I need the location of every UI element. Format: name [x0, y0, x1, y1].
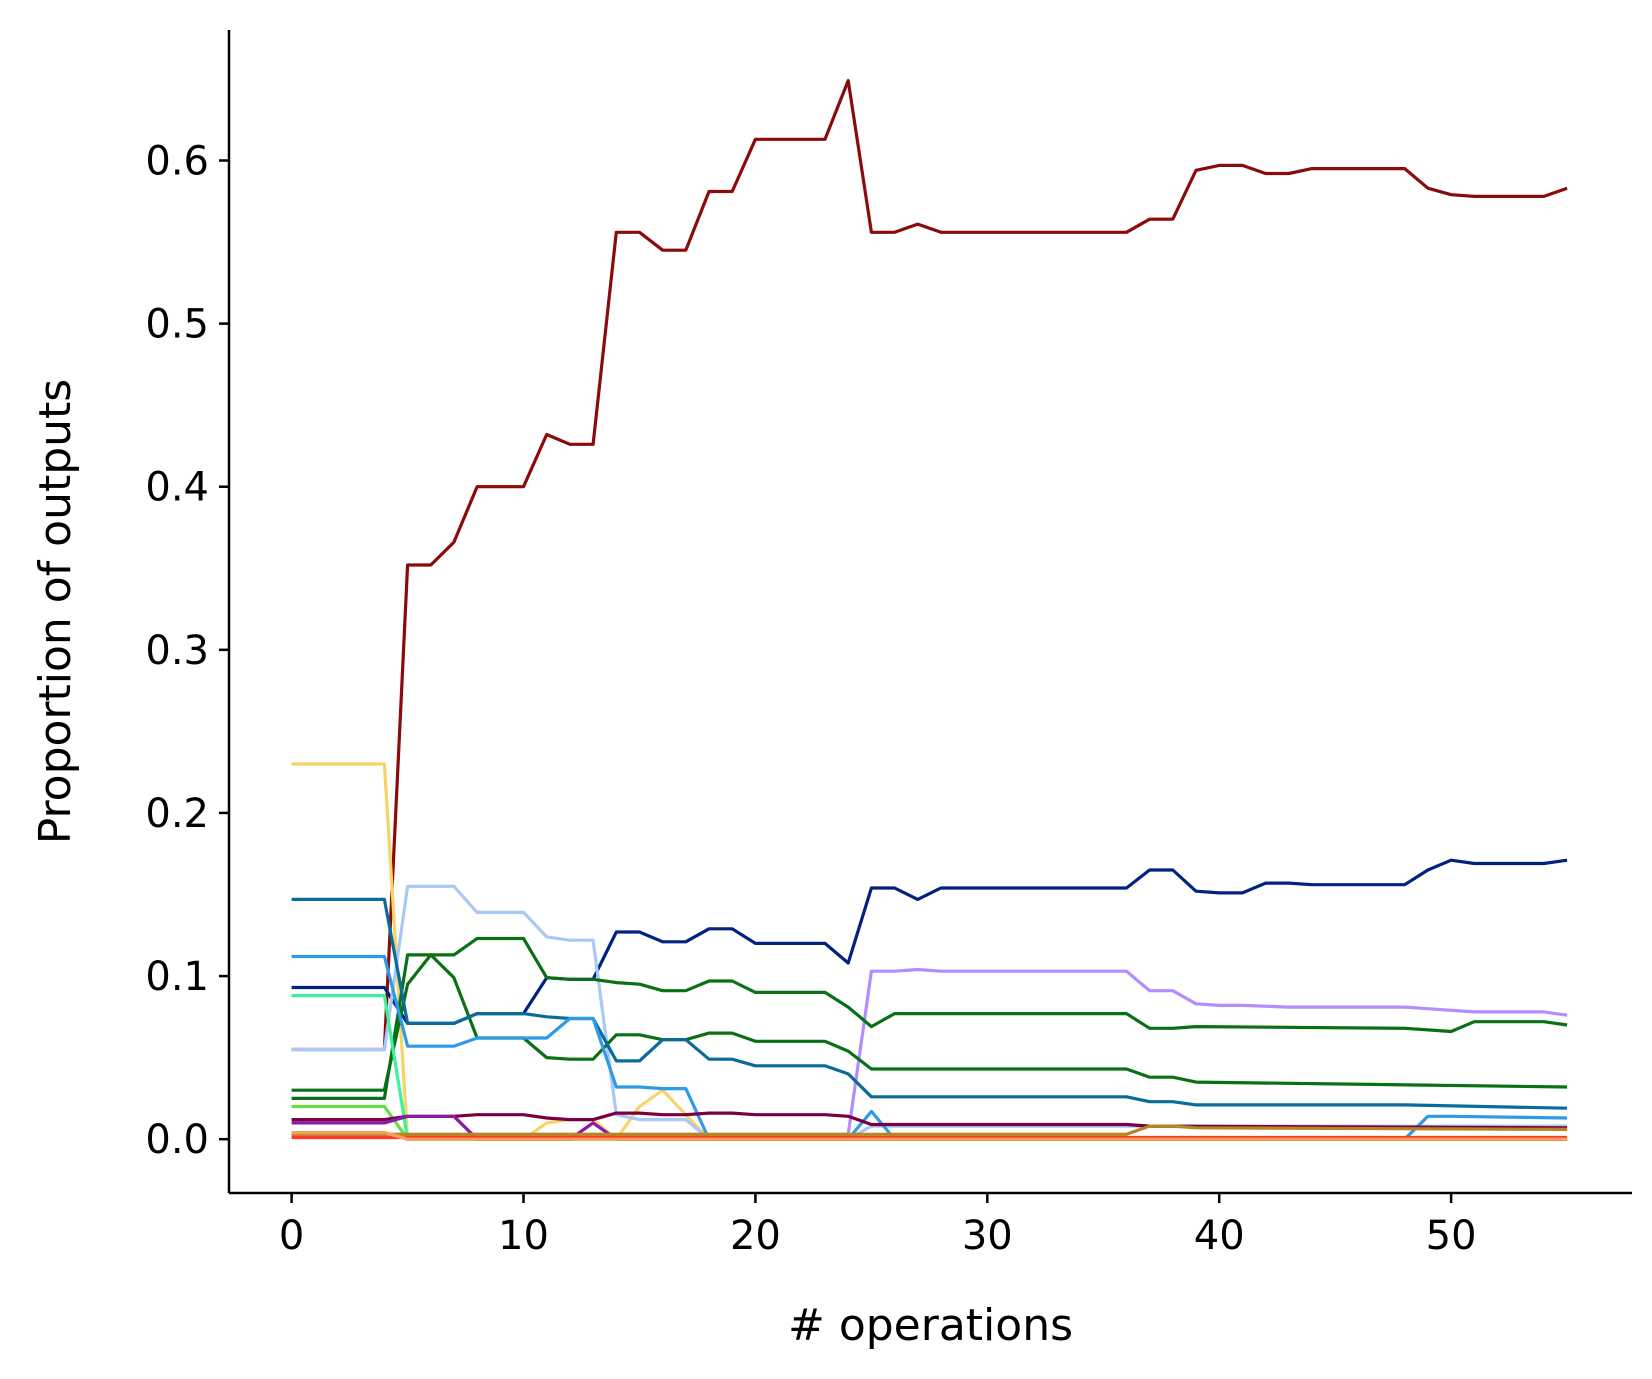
series-line-5 — [291, 967, 1568, 1136]
x-ticks: 0 10 20 30 40 50 — [279, 1193, 1477, 1259]
y-tick-label: 0.3 — [145, 628, 209, 674]
series-line-9 — [291, 954, 1568, 1141]
series-line-1 — [291, 78, 1568, 1052]
x-axis-label: # operations — [788, 1300, 1073, 1351]
series-line-3 — [291, 858, 1568, 1026]
y-tick-label: 0.4 — [145, 465, 209, 511]
x-tick-label: 40 — [1194, 1213, 1245, 1259]
series-layer — [291, 78, 1568, 1141]
y-ticks: 0.0 0.1 0.2 0.3 0.4 0.5 0.6 — [145, 138, 229, 1163]
series-line-7 — [291, 936, 1568, 1092]
y-tick-label: 0.2 — [145, 791, 209, 837]
series-line-6 — [291, 953, 1568, 1101]
series-line-16 — [291, 1130, 1568, 1141]
x-tick-label: 0 — [279, 1213, 304, 1259]
series-line-8 — [291, 897, 1568, 1110]
x-tick-label: 50 — [1426, 1213, 1477, 1259]
series-line-14 — [291, 1124, 1568, 1136]
y-tick-label: 0.5 — [145, 302, 209, 348]
series-line-12 — [291, 1111, 1568, 1130]
x-tick-label: 10 — [498, 1213, 549, 1259]
series-line-13 — [291, 1114, 1568, 1141]
series-line-10 — [291, 993, 1568, 1141]
y-axis-label: Proportion of outputs — [30, 379, 81, 844]
y-tick-label: 0.0 — [145, 1117, 209, 1163]
x-tick-label: 20 — [730, 1213, 781, 1259]
x-tick-label: 30 — [962, 1213, 1013, 1259]
axes: 0 10 20 30 40 50 0.0 0.1 0.2 0.3 0.4 0.5 0.6 — [145, 30, 1632, 1259]
y-tick-label: 0.1 — [145, 954, 209, 1000]
y-tick-label: 0.6 — [145, 138, 209, 184]
